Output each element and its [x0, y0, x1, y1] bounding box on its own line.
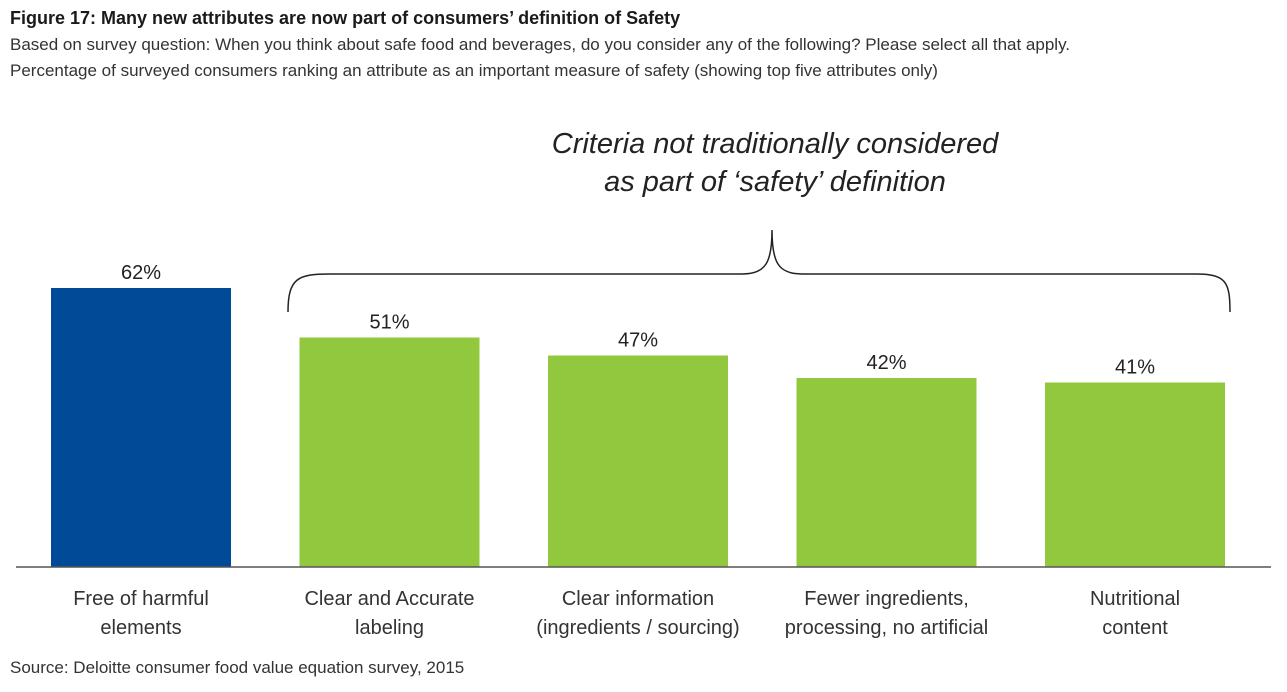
- category-label-1-line-0: Clear and Accurate: [304, 588, 474, 610]
- bar-1: [299, 337, 480, 567]
- category-label-4-line-1: content: [1102, 617, 1168, 639]
- bracket-brace: [287, 229, 1231, 313]
- bar-3: [796, 378, 977, 567]
- value-label-4: 41%: [1115, 357, 1155, 379]
- category-label-3-line-1: processing, no artificial: [785, 617, 988, 639]
- category-label-0-line-1: elements: [100, 617, 181, 639]
- bar-4: [1045, 382, 1225, 567]
- figure-title: Figure 17: Many new attributes are now p…: [10, 8, 681, 28]
- value-label-1: 51%: [369, 312, 409, 334]
- source-note: Source: Deloitte consumer food value equ…: [10, 658, 465, 677]
- category-label-2-line-1: (ingredients / sourcing): [536, 617, 739, 639]
- category-label-4-line-0: Nutritional: [1090, 588, 1180, 610]
- category-label-1-line-1: labeling: [355, 617, 424, 639]
- value-label-3: 42%: [866, 352, 906, 374]
- bar-2: [548, 355, 728, 567]
- category-label-0-line-0: Free of harmful: [73, 588, 209, 610]
- figure-subtitle-question: Based on survey question: When you think…: [10, 35, 1071, 54]
- category-label-3-line-0: Fewer ingredients,: [804, 588, 969, 610]
- annotation-line-2: as part of ‘safety’ definition: [604, 166, 946, 198]
- category-label-2-line-0: Clear information: [562, 588, 714, 610]
- bracket-annotation: Criteria not traditionally considered as…: [470, 125, 1080, 201]
- figure-subtitle-measure: Percentage of surveyed consumers ranking…: [10, 61, 938, 80]
- bar-0: [51, 288, 231, 567]
- value-label-0: 62%: [121, 262, 161, 284]
- value-label-2: 47%: [618, 330, 658, 352]
- annotation-line-1: Criteria not traditionally considered: [551, 128, 999, 160]
